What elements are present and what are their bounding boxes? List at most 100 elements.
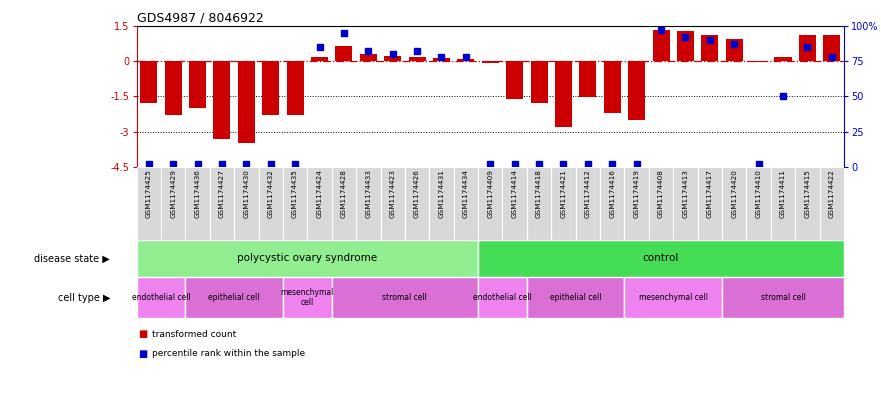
Bar bbox=[234, 167, 258, 240]
Bar bbox=[628, 61, 645, 120]
Bar bbox=[506, 61, 523, 99]
Bar bbox=[359, 54, 377, 61]
Point bbox=[434, 53, 448, 60]
Bar bbox=[140, 61, 158, 103]
Bar bbox=[600, 167, 625, 240]
Text: GSM1174414: GSM1174414 bbox=[512, 169, 518, 218]
Bar bbox=[189, 61, 206, 108]
Text: GSM1174427: GSM1174427 bbox=[219, 169, 225, 218]
Point bbox=[800, 44, 814, 50]
Point bbox=[678, 34, 692, 40]
Bar bbox=[482, 61, 499, 63]
Bar bbox=[336, 46, 352, 61]
Bar bbox=[283, 167, 307, 240]
Text: epithelial cell: epithelial cell bbox=[209, 293, 260, 302]
Bar bbox=[263, 61, 279, 115]
Point bbox=[240, 161, 254, 167]
Text: GSM1174431: GSM1174431 bbox=[439, 169, 445, 218]
Text: GSM1174410: GSM1174410 bbox=[756, 169, 761, 218]
Text: GSM1174422: GSM1174422 bbox=[829, 169, 835, 218]
Bar bbox=[213, 61, 231, 139]
Bar bbox=[433, 58, 450, 61]
Text: mesenchymal cell: mesenchymal cell bbox=[639, 293, 707, 302]
Point bbox=[532, 161, 546, 167]
Bar bbox=[823, 35, 840, 61]
Bar bbox=[575, 167, 600, 240]
Bar bbox=[799, 35, 816, 61]
Bar bbox=[555, 61, 572, 127]
Text: GSM1174421: GSM1174421 bbox=[560, 169, 566, 218]
Bar bbox=[332, 277, 478, 318]
Point bbox=[483, 161, 497, 167]
Bar bbox=[286, 61, 304, 115]
Text: mesenchymal
cell: mesenchymal cell bbox=[281, 288, 334, 307]
Text: GSM1174425: GSM1174425 bbox=[145, 169, 152, 218]
Bar bbox=[238, 61, 255, 143]
Bar bbox=[722, 277, 844, 318]
Text: polycystic ovary syndrome: polycystic ovary syndrome bbox=[237, 253, 377, 263]
Text: stromal cell: stromal cell bbox=[760, 293, 805, 302]
Point bbox=[410, 48, 424, 54]
Text: endothelial cell: endothelial cell bbox=[131, 293, 190, 302]
Text: GSM1174433: GSM1174433 bbox=[366, 169, 371, 218]
Bar bbox=[653, 30, 670, 61]
Bar bbox=[311, 57, 328, 61]
Bar bbox=[502, 167, 527, 240]
Point bbox=[727, 41, 741, 47]
Text: GSM1174432: GSM1174432 bbox=[268, 169, 274, 218]
Bar bbox=[478, 167, 502, 240]
Text: percentile rank within the sample: percentile rank within the sample bbox=[152, 349, 306, 358]
Text: GSM1174428: GSM1174428 bbox=[341, 169, 347, 218]
Point bbox=[361, 48, 375, 54]
Bar bbox=[210, 167, 234, 240]
Text: GSM1174408: GSM1174408 bbox=[658, 169, 664, 218]
Bar bbox=[409, 57, 426, 61]
Bar bbox=[332, 167, 356, 240]
Point bbox=[776, 93, 790, 99]
Text: GSM1174417: GSM1174417 bbox=[707, 169, 713, 218]
Point bbox=[190, 161, 204, 167]
Bar bbox=[478, 277, 527, 318]
Bar bbox=[307, 167, 332, 240]
Bar bbox=[698, 167, 722, 240]
Bar bbox=[454, 167, 478, 240]
Bar bbox=[137, 167, 161, 240]
Point bbox=[215, 161, 229, 167]
Point bbox=[825, 53, 839, 60]
Bar bbox=[527, 277, 625, 318]
Bar bbox=[356, 167, 381, 240]
Bar bbox=[527, 167, 552, 240]
Bar bbox=[603, 61, 621, 113]
Text: endothelial cell: endothelial cell bbox=[473, 293, 532, 302]
Bar bbox=[457, 59, 475, 61]
Text: GSM1174411: GSM1174411 bbox=[780, 169, 786, 218]
Text: ■: ■ bbox=[138, 329, 147, 339]
Bar bbox=[185, 167, 210, 240]
Text: GSM1174424: GSM1174424 bbox=[316, 169, 322, 218]
Text: GSM1174435: GSM1174435 bbox=[292, 169, 298, 218]
Bar bbox=[774, 57, 791, 61]
Bar bbox=[819, 167, 844, 240]
Bar bbox=[258, 167, 283, 240]
Bar bbox=[185, 277, 283, 318]
Bar bbox=[530, 61, 548, 103]
Bar bbox=[137, 277, 185, 318]
Point bbox=[630, 161, 644, 167]
Bar bbox=[429, 167, 454, 240]
Text: control: control bbox=[643, 253, 679, 263]
Point bbox=[459, 53, 473, 60]
Text: GSM1174426: GSM1174426 bbox=[414, 169, 420, 218]
Text: GSM1174436: GSM1174436 bbox=[195, 169, 201, 218]
Text: GSM1174415: GSM1174415 bbox=[804, 169, 811, 218]
Bar bbox=[405, 167, 429, 240]
Bar bbox=[161, 167, 185, 240]
Text: GSM1174416: GSM1174416 bbox=[610, 169, 615, 218]
Text: stromal cell: stromal cell bbox=[382, 293, 427, 302]
Bar bbox=[796, 167, 819, 240]
Bar bbox=[580, 61, 596, 97]
Point bbox=[654, 27, 668, 33]
Text: GSM1174412: GSM1174412 bbox=[585, 169, 591, 218]
Point bbox=[507, 161, 522, 167]
Text: GSM1174434: GSM1174434 bbox=[463, 169, 469, 218]
Bar bbox=[677, 31, 694, 61]
